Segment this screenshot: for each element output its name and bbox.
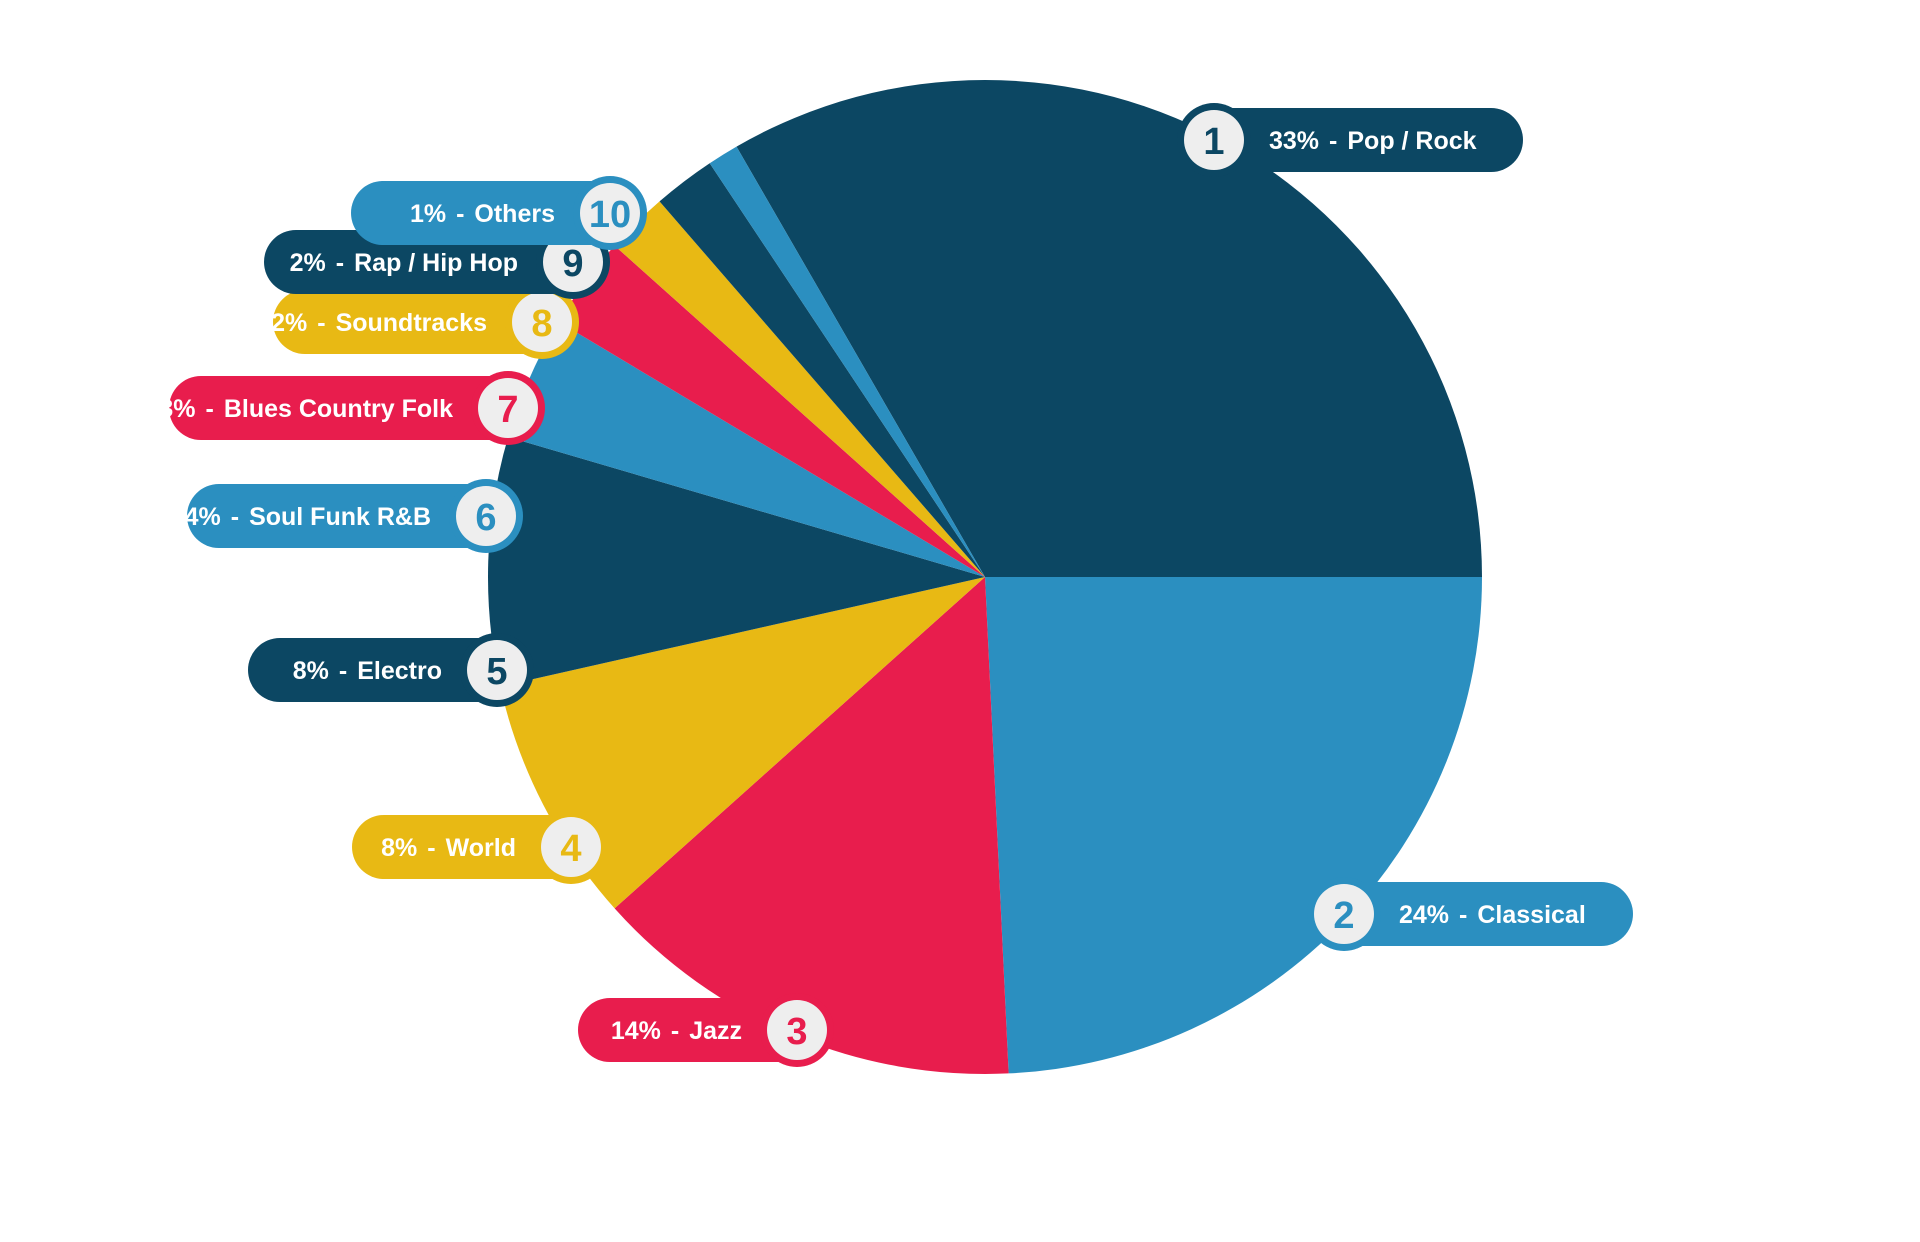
- label-pill: [1313, 882, 1633, 946]
- slice-separator: -: [336, 249, 344, 277]
- pie-slice-electro: [488, 436, 985, 687]
- rank-badge: [1184, 110, 1244, 170]
- label-pill: [1183, 108, 1523, 172]
- label-pill: [248, 638, 528, 702]
- slice-label-blues-country-folk: 7 3% - Blues Country Folk: [159, 371, 545, 445]
- slice-percent: 3%: [159, 395, 195, 423]
- rank-badge: [512, 292, 572, 352]
- rank-badge: [456, 486, 516, 546]
- label-pill: [264, 230, 604, 294]
- rank-number: 10: [589, 194, 631, 236]
- slice-label-others: 10 1% - Others: [351, 176, 647, 250]
- rank-number: 7: [497, 389, 518, 431]
- slice-name: World: [446, 834, 516, 862]
- rank-badge: [1314, 884, 1374, 944]
- label-pill: [273, 290, 573, 354]
- slice-separator: -: [339, 657, 347, 685]
- slice-label-text: 24% - Classical: [1399, 901, 1586, 929]
- slice-label-electro: 5 8% - Electro: [248, 633, 534, 707]
- rank-number: 5: [486, 651, 507, 693]
- slice-percent: 4%: [185, 503, 221, 531]
- slice-separator: -: [1329, 127, 1337, 155]
- slice-label-text: 2% - Rap / Hip Hop: [290, 249, 518, 277]
- slice-name: Soundtracks: [336, 309, 487, 337]
- slice-separator: -: [456, 200, 464, 228]
- pie-slices: [488, 80, 1482, 1074]
- slice-label-classical: 2 24% - Classical: [1307, 877, 1633, 951]
- slice-label-text: 4% - Soul Funk R&B: [185, 503, 431, 531]
- rank-badge: [543, 232, 603, 292]
- slice-separator: -: [1459, 901, 1467, 929]
- slice-percent: 8%: [293, 657, 329, 685]
- slice-name: Jazz: [689, 1017, 742, 1045]
- rank-number: 9: [562, 243, 583, 285]
- slice-label-soundtracks: 8 2% - Soundtracks: [271, 285, 579, 359]
- pie-slice-soul-funk-r-b: [508, 321, 985, 577]
- pie-slice-jazz: [614, 577, 1009, 1074]
- slice-separator: -: [427, 834, 435, 862]
- pie-slice-world: [500, 577, 985, 909]
- slice-label-jazz: 3 14% - Jazz: [578, 993, 834, 1067]
- slice-label-text: 1% - Others: [410, 200, 555, 228]
- pie-slice-soundtracks: [614, 201, 985, 577]
- slice-percent: 14%: [611, 1017, 661, 1045]
- slice-label-text: 8% - Electro: [293, 657, 442, 685]
- slice-label-text: 8% - World: [381, 834, 516, 862]
- rank-badge: [467, 640, 527, 700]
- slice-name: Soul Funk R&B: [249, 503, 431, 531]
- slice-label-pop-rock: 1 33% - Pop / Rock: [1177, 103, 1523, 177]
- slice-percent: 2%: [290, 249, 326, 277]
- slice-label-world: 4 8% - World: [352, 810, 608, 884]
- label-pill: [169, 376, 539, 440]
- slice-name: Others: [474, 200, 555, 228]
- rank-number: 6: [475, 497, 496, 539]
- rank-number: 4: [560, 828, 581, 870]
- rank-badge: [541, 817, 601, 877]
- pie-slice-blues-country-folk: [558, 245, 985, 577]
- label-pill: [351, 181, 641, 245]
- slice-name: Rap / Hip Hop: [354, 249, 518, 277]
- pie-slice-rap-hip-hop: [659, 163, 985, 578]
- rank-badge: [767, 1000, 827, 1060]
- slice-label-text: 3% - Blues Country Folk: [159, 395, 453, 423]
- slice-separator: -: [205, 395, 213, 423]
- slice-name: Pop / Rock: [1347, 127, 1476, 155]
- pie-slice-pop-rock: [736, 80, 1482, 577]
- rank-badge: [580, 183, 640, 243]
- rank-number: 1: [1203, 121, 1224, 163]
- slice-label-rap-hip-hop: 9 2% - Rap / Hip Hop: [264, 225, 610, 299]
- slice-separator: -: [231, 503, 239, 531]
- label-pill: [187, 484, 517, 548]
- slice-label-text: 33% - Pop / Rock: [1269, 127, 1477, 155]
- slice-percent: 8%: [381, 834, 417, 862]
- slice-percent: 24%: [1399, 901, 1449, 929]
- slice-name: Electro: [357, 657, 442, 685]
- slice-name: Classical: [1477, 901, 1585, 929]
- slice-percent: 2%: [271, 309, 307, 337]
- slice-label-text: 2% - Soundtracks: [271, 309, 487, 337]
- pie-slice-classical: [985, 577, 1482, 1074]
- rank-number: 2: [1333, 895, 1354, 937]
- slice-separator: -: [671, 1017, 679, 1045]
- rank-number: 8: [531, 303, 552, 345]
- rank-number: 3: [786, 1011, 807, 1053]
- slice-label-text: 14% - Jazz: [611, 1017, 742, 1045]
- rank-badge: [478, 378, 538, 438]
- slice-percent: 1%: [410, 200, 446, 228]
- slice-label-soul-funk-r-b: 6 4% - Soul Funk R&B: [185, 479, 523, 553]
- slice-name: Blues Country Folk: [224, 395, 453, 423]
- slice-percent: 33%: [1269, 127, 1319, 155]
- slice-separator: -: [317, 309, 325, 337]
- pie-slice-others: [709, 146, 985, 577]
